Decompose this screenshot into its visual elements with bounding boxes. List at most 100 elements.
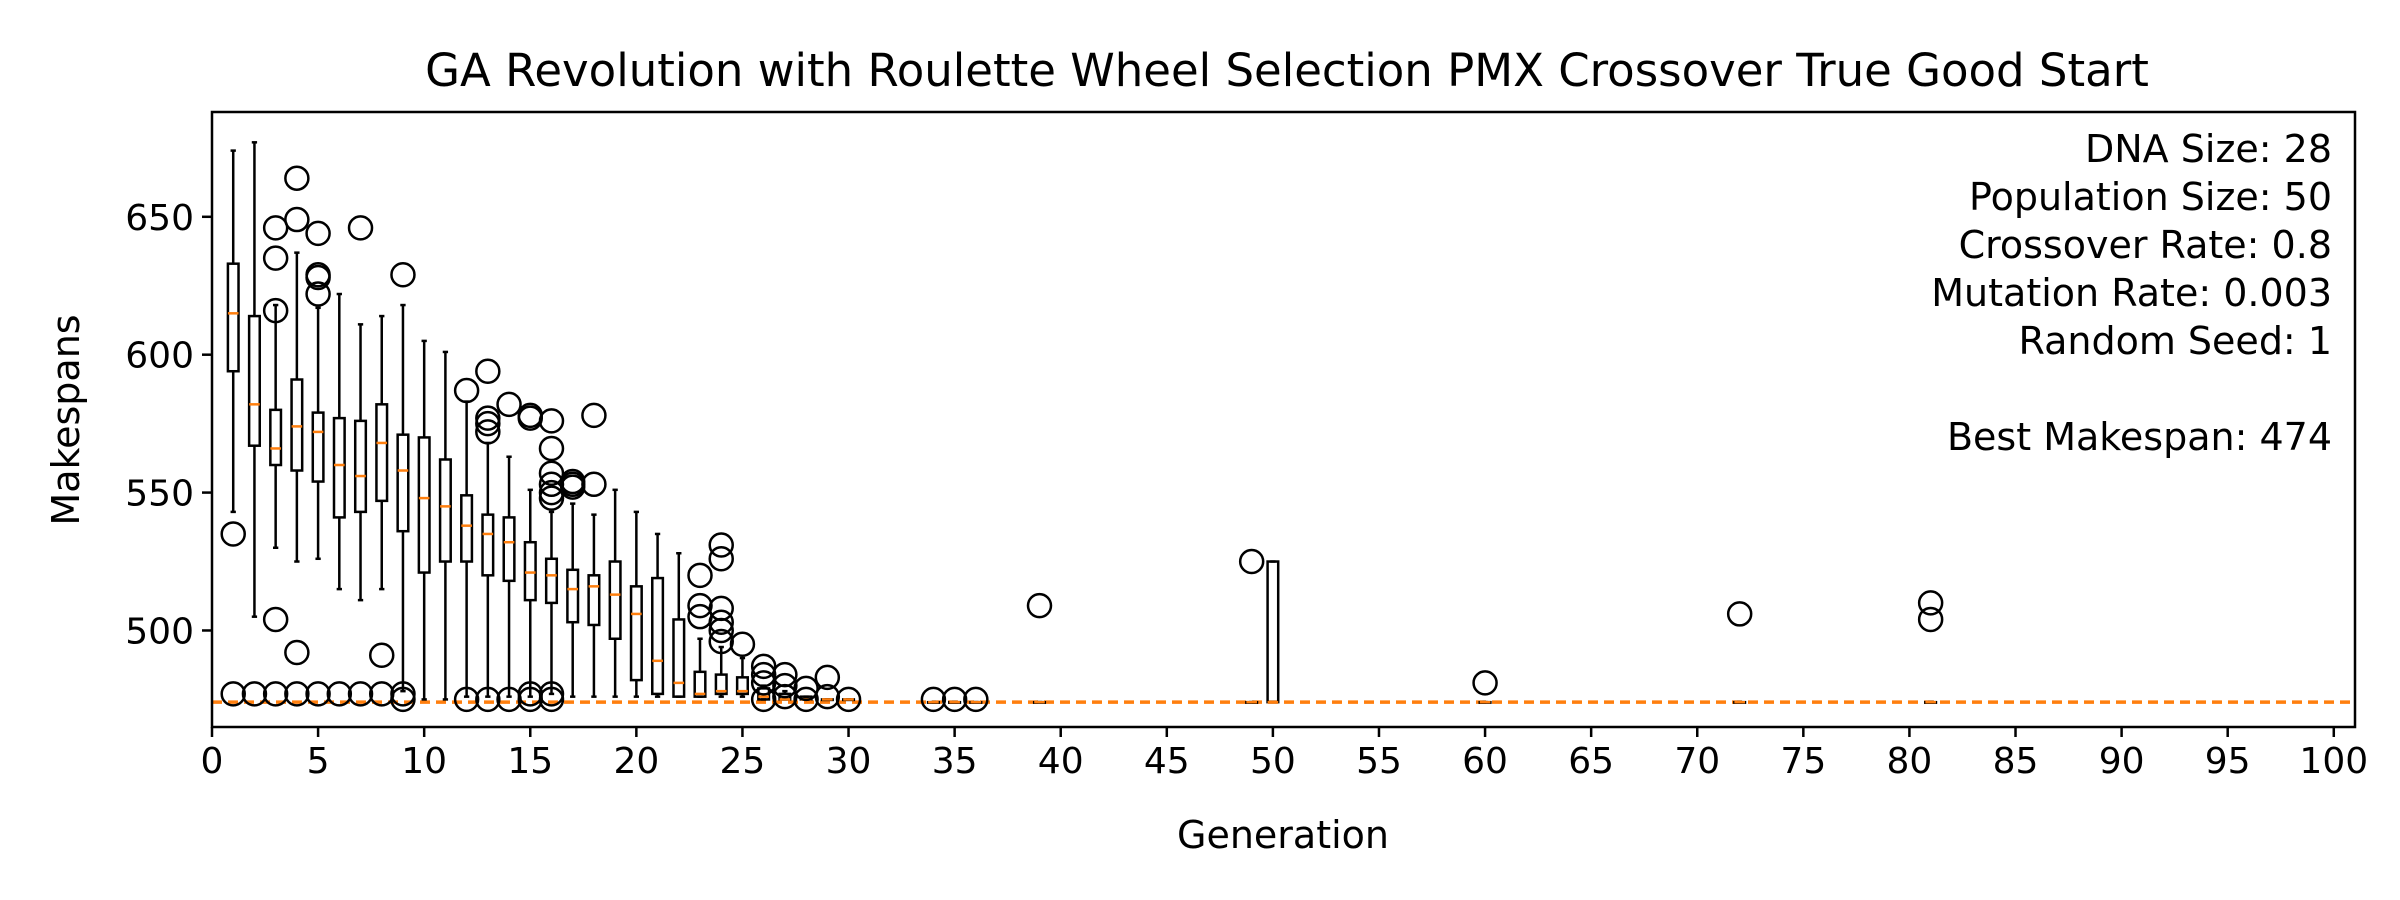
outlier-point xyxy=(475,419,501,445)
x-tick-label: 100 xyxy=(2299,741,2368,782)
box-body xyxy=(735,676,750,696)
x-tick-label: 80 xyxy=(1887,741,1933,782)
outlier-point xyxy=(708,595,734,622)
outlier-point xyxy=(241,681,268,707)
outlier-point xyxy=(390,261,416,288)
box-body xyxy=(226,262,240,373)
x-tick-label: 95 xyxy=(2205,741,2251,782)
box-generation-3 xyxy=(262,215,289,707)
outlier-point xyxy=(284,639,310,666)
box-generation-22 xyxy=(672,552,686,698)
box-generation-2 xyxy=(241,141,268,707)
y-tick-label: 600 xyxy=(125,336,194,377)
outlier-point xyxy=(284,681,310,707)
x-tick-label: 65 xyxy=(1568,741,1614,782)
outlier-point xyxy=(262,215,289,241)
box-body xyxy=(481,513,495,577)
x-tick-label: 5 xyxy=(307,741,330,782)
info-line: Crossover Rate: 0.8 xyxy=(1959,223,2332,267)
box-body xyxy=(396,433,410,533)
outlier-point xyxy=(538,686,565,713)
x-tick-label: 40 xyxy=(1038,741,1084,782)
outlier-point xyxy=(326,681,353,707)
box-generation-1 xyxy=(220,149,246,707)
y-tick-label: 500 xyxy=(125,611,194,652)
outlier-point xyxy=(368,642,395,669)
box-generation-25 xyxy=(729,631,756,698)
box-generation-21 xyxy=(651,532,665,698)
outlier-point xyxy=(1917,590,1944,616)
outlier-point xyxy=(475,410,501,437)
outlier-point xyxy=(538,435,565,462)
box-body xyxy=(311,411,325,483)
outlier-point xyxy=(262,245,289,271)
x-tick-label: 45 xyxy=(1144,741,1190,782)
outlier-point xyxy=(453,377,480,404)
box-body xyxy=(544,557,559,605)
box-body xyxy=(714,673,728,696)
box-generation-26 xyxy=(750,653,777,713)
box-body xyxy=(290,378,304,472)
outlier-point xyxy=(538,460,565,487)
x-tick-label: 75 xyxy=(1780,741,1826,782)
box-body xyxy=(1266,560,1280,704)
box-generation-16 xyxy=(538,408,565,713)
box-generation-18 xyxy=(581,402,607,698)
outlier-point xyxy=(496,391,522,418)
box-generation-11 xyxy=(438,350,452,701)
x-tick-label: 35 xyxy=(932,741,978,782)
box-generation-6 xyxy=(326,292,353,707)
box-body xyxy=(269,408,283,467)
box-body xyxy=(629,585,643,682)
outlier-point xyxy=(390,686,416,713)
x-tick-label: 30 xyxy=(826,741,872,782)
x-axis: 0 5 10 15 20 25 30 35 40 45 50 55 60 65 70 75 80 85 90 95 10… xyxy=(201,727,2368,782)
outlier-point xyxy=(538,408,565,434)
x-tick-label: 25 xyxy=(720,741,766,782)
box-generation-10 xyxy=(417,339,431,701)
box-body xyxy=(523,540,537,602)
box-body xyxy=(693,670,707,698)
box-generation-81 xyxy=(1917,590,1944,704)
outlier-point xyxy=(708,617,734,644)
box-generation-14 xyxy=(496,391,522,713)
outlier-point xyxy=(517,405,544,431)
y-axis-label: Makespans xyxy=(44,314,88,525)
box-body xyxy=(438,458,452,563)
box-generation-50 xyxy=(1266,560,1280,704)
info-line: DNA Size: 28 xyxy=(2085,127,2332,171)
outlier-point xyxy=(687,562,713,589)
outlier-point xyxy=(453,686,480,713)
x-tick-label: 10 xyxy=(401,741,447,782)
y-tick-label: 550 xyxy=(125,474,194,515)
outlier-point xyxy=(941,686,968,713)
outlier-point xyxy=(284,206,310,233)
box-generation-4 xyxy=(284,165,310,707)
outlier-point xyxy=(772,672,798,699)
outlier-point xyxy=(262,606,289,633)
outlier-point xyxy=(284,165,310,191)
outlier-point xyxy=(581,471,607,498)
x-tick-label: 0 xyxy=(201,741,224,782)
y-tick-label: 650 xyxy=(125,198,194,239)
box-generation-36 xyxy=(963,686,989,713)
outlier-point xyxy=(708,546,734,572)
outlier-point xyxy=(814,683,841,710)
box-generation-39 xyxy=(1026,592,1053,704)
box-generation-23 xyxy=(687,562,713,698)
x-tick-label: 60 xyxy=(1462,741,1508,782)
outlier-point xyxy=(1238,548,1265,575)
outlier-point xyxy=(920,686,947,713)
outlier-point xyxy=(305,281,331,307)
outlier-point xyxy=(262,297,289,324)
outlier-point xyxy=(220,521,246,547)
outlier-point xyxy=(708,532,734,558)
box-generation-24 xyxy=(708,532,734,698)
info-line: Population Size: 50 xyxy=(1969,175,2332,219)
outlier-point xyxy=(1026,592,1053,619)
x-tick-label: 55 xyxy=(1356,741,1402,782)
outlier-point xyxy=(708,609,734,635)
outlier-point xyxy=(305,681,331,707)
outlier-point xyxy=(581,402,607,429)
